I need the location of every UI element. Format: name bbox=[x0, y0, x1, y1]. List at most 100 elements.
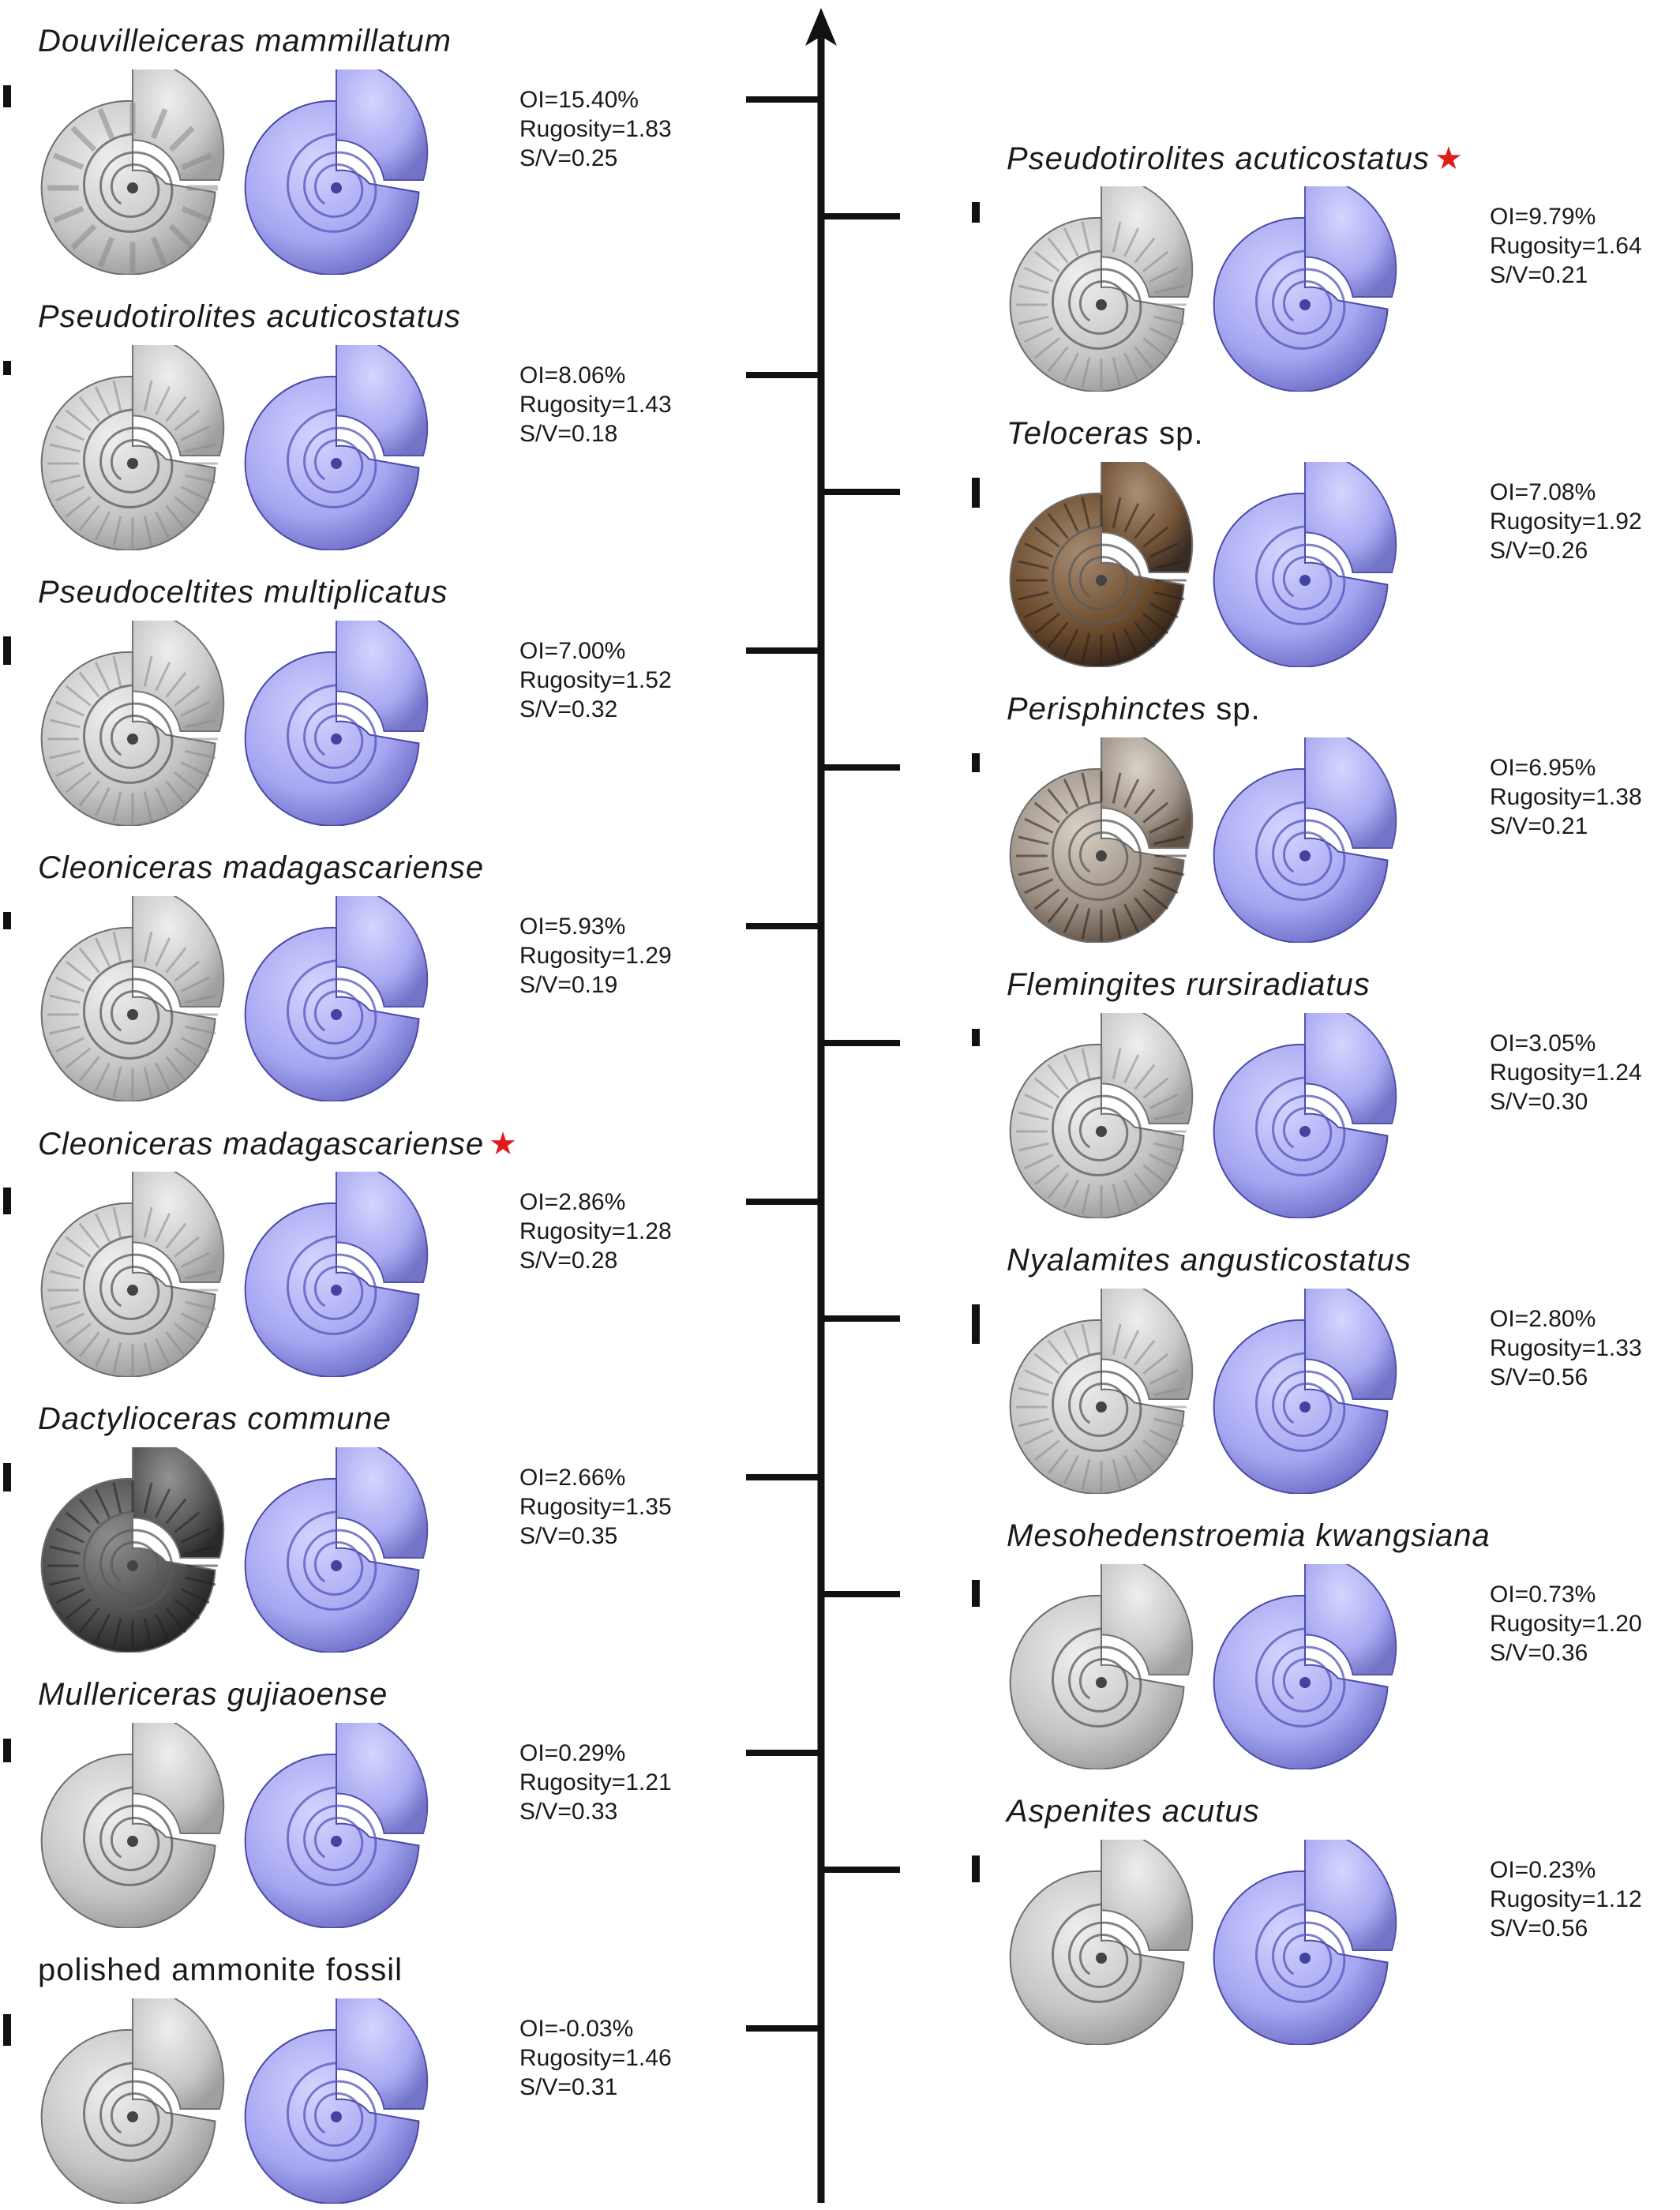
specimen-label: polished ammonite fossil bbox=[38, 1953, 403, 1987]
rugosity-value: Rugosity=1.38 bbox=[1490, 784, 1642, 810]
ammonite-scan-icon bbox=[1009, 186, 1194, 392]
surface-volume-ratio: S/V=0.28 bbox=[519, 1248, 618, 1274]
surface-volume-ratio: S/V=0.56 bbox=[1490, 1364, 1588, 1390]
ammonite-model-icon bbox=[244, 1998, 429, 2204]
ornamentation-index: OI=8.06% bbox=[519, 362, 626, 388]
rugosity-value: Rugosity=1.43 bbox=[519, 392, 672, 418]
scale-bar bbox=[3, 636, 11, 665]
species-name: Mullericeras gujiaoense bbox=[38, 1677, 388, 1713]
ornamentation-index: OI=-0.03% bbox=[519, 2016, 634, 2042]
surface-volume-ratio: S/V=0.30 bbox=[1490, 1089, 1588, 1115]
scale-bar bbox=[3, 1188, 11, 1214]
specimen-card: Teloceras sp. OI=7.08% Rugosity=1.92 S/V=0.… bbox=[972, 416, 1680, 677]
ammonite-scan-icon bbox=[1009, 1564, 1194, 1769]
ammonite-scan-icon bbox=[1009, 1289, 1194, 1494]
ammonite-scan-icon bbox=[1009, 1840, 1194, 2045]
specimen-card: polished ammonite fossil OI=-0.03% Rugosit… bbox=[3, 1953, 859, 2210]
species-name: Flemingites rursiradiatus bbox=[1007, 967, 1371, 1003]
surface-volume-ratio: S/V=0.35 bbox=[519, 1523, 618, 1549]
species-name: Mesohedenstroemia kwangsiana bbox=[1007, 1518, 1491, 1554]
ammonite-model-icon bbox=[244, 69, 429, 275]
ornamentation-index: OI=6.95% bbox=[1490, 755, 1596, 781]
specimen-card: Mullericeras gujiaoense OI=0.29% Rugosity=… bbox=[3, 1677, 859, 1938]
rugosity-value: Rugosity=1.83 bbox=[519, 116, 672, 142]
species-name: Perisphinctes sp. bbox=[1007, 692, 1261, 727]
ammonite-model-icon bbox=[1213, 186, 1397, 392]
rugosity-value: Rugosity=1.20 bbox=[1490, 1611, 1642, 1637]
axis-arrowhead-icon bbox=[805, 8, 837, 46]
ammonite-model-icon bbox=[1213, 1564, 1397, 1769]
ornamentation-index: OI=9.79% bbox=[1490, 204, 1596, 230]
species-name: Pseudotirolites acuticostatus ★ bbox=[1007, 141, 1464, 177]
ammonite-model-icon bbox=[244, 1172, 429, 1377]
ammonite-model-icon bbox=[244, 1723, 429, 1928]
metrics-block: OI=2.86% Rugosity=1.28 S/V=0.28 bbox=[519, 1188, 672, 1275]
star-icon: ★ bbox=[489, 1127, 518, 1161]
specimen-card: Pseudotirolites acuticostatus OI=8.06% Rug… bbox=[3, 299, 859, 560]
scale-bar bbox=[972, 1029, 980, 1046]
species-name: Pseudotirolites acuticostatus bbox=[38, 299, 461, 335]
ammonite-scan-icon bbox=[40, 621, 225, 826]
ornamentation-index: OI=0.73% bbox=[1490, 1582, 1596, 1608]
ornamentation-index: OI=2.66% bbox=[519, 1465, 626, 1491]
scale-bar bbox=[972, 1580, 980, 1607]
species-name: Cleoniceras madagascariense bbox=[38, 850, 484, 886]
ornamentation-index: OI=0.23% bbox=[1490, 1857, 1596, 1883]
specimen-card: Nyalamites angusticostatus OI=2.80% Rugosi… bbox=[972, 1243, 1680, 1503]
surface-volume-ratio: S/V=0.18 bbox=[519, 421, 618, 447]
species-suffix: sp. bbox=[1206, 692, 1261, 726]
star-icon: ★ bbox=[1434, 141, 1464, 176]
ammonite-model-icon bbox=[1213, 737, 1397, 943]
species-name: Teloceras sp. bbox=[1007, 416, 1203, 452]
species-binomial: Pseudotirolites acuticostatus bbox=[1007, 141, 1430, 176]
surface-volume-ratio: S/V=0.25 bbox=[519, 145, 618, 171]
metrics-block: OI=5.93% Rugosity=1.29 S/V=0.19 bbox=[519, 912, 672, 1000]
scale-bar bbox=[3, 912, 11, 929]
metrics-block: OI=0.23% Rugosity=1.12 S/V=0.56 bbox=[1490, 1855, 1642, 1943]
scale-bar bbox=[972, 1304, 980, 1344]
rugosity-value: Rugosity=1.24 bbox=[1490, 1060, 1642, 1086]
species-binomial: Cleoniceras madagascariense bbox=[38, 850, 485, 885]
metrics-block: OI=8.06% Rugosity=1.43 S/V=0.18 bbox=[519, 361, 672, 448]
scale-bar bbox=[3, 2014, 11, 2046]
species-name: Dactylioceras commune bbox=[38, 1401, 392, 1437]
ammonite-model-icon bbox=[244, 896, 429, 1101]
species-binomial: Mesohedenstroemia kwangsiana bbox=[1007, 1518, 1491, 1553]
ammonite-scan-icon bbox=[40, 345, 225, 550]
ornamentation-index: OI=0.29% bbox=[519, 1740, 626, 1766]
surface-volume-ratio: S/V=0.26 bbox=[1490, 538, 1588, 564]
species-binomial: Cleoniceras madagascariense bbox=[38, 1127, 485, 1161]
species-name: Douvilleiceras mammillatum bbox=[38, 24, 452, 59]
specimen-card: Dactylioceras commune OI=2.66% Rugosity=1.… bbox=[3, 1401, 859, 1662]
ammonite-model-icon bbox=[244, 621, 429, 826]
ornamentation-index: OI=7.00% bbox=[519, 638, 626, 664]
ornamentation-index: OI=3.05% bbox=[1490, 1030, 1596, 1056]
rugosity-value: Rugosity=1.29 bbox=[519, 943, 672, 969]
surface-volume-ratio: S/V=0.19 bbox=[519, 972, 618, 998]
species-binomial: Mullericeras gujiaoense bbox=[38, 1677, 388, 1712]
ammonite-model-icon bbox=[244, 1447, 429, 1653]
species-name: Nyalamites angusticostatus bbox=[1007, 1243, 1412, 1278]
metrics-block: OI=9.79% Rugosity=1.64 S/V=0.21 bbox=[1490, 202, 1642, 290]
metrics-block: OI=15.40% Rugosity=1.83 S/V=0.25 bbox=[519, 85, 672, 173]
species-name: polished ammonite fossil bbox=[38, 1953, 403, 1988]
ammonite-photo-icon bbox=[40, 1447, 225, 1653]
ornamentation-index: OI=15.40% bbox=[519, 87, 639, 113]
specimen-card: Mesohedenstroemia kwangsiana OI=0.73% Rugo… bbox=[972, 1518, 1680, 1779]
surface-volume-ratio: S/V=0.33 bbox=[519, 1799, 618, 1825]
ammonite-scan-icon bbox=[40, 69, 225, 275]
metrics-block: OI=6.95% Rugosity=1.38 S/V=0.21 bbox=[1490, 753, 1642, 841]
rugosity-value: Rugosity=1.92 bbox=[1490, 508, 1642, 535]
metrics-block: OI=2.80% Rugosity=1.33 S/V=0.56 bbox=[1490, 1304, 1642, 1392]
specimen-card: Pseudoceltites multiplicatus OI=7.00% Rugo… bbox=[3, 575, 859, 835]
ammonite-model-icon bbox=[1213, 1013, 1397, 1218]
ammonite-scan-icon bbox=[40, 1723, 225, 1928]
species-name: Pseudoceltites multiplicatus bbox=[38, 575, 448, 610]
species-binomial: Dactylioceras commune bbox=[38, 1401, 392, 1436]
scale-bar bbox=[3, 1739, 11, 1762]
rugosity-value: Rugosity=1.46 bbox=[519, 2045, 672, 2071]
specimen-card: Perisphinctes sp. OI=6.95% Rugosity=1.38 S/… bbox=[972, 692, 1680, 952]
ammonite-model-icon bbox=[244, 345, 429, 550]
species-binomial: Perisphinctes bbox=[1007, 692, 1207, 726]
